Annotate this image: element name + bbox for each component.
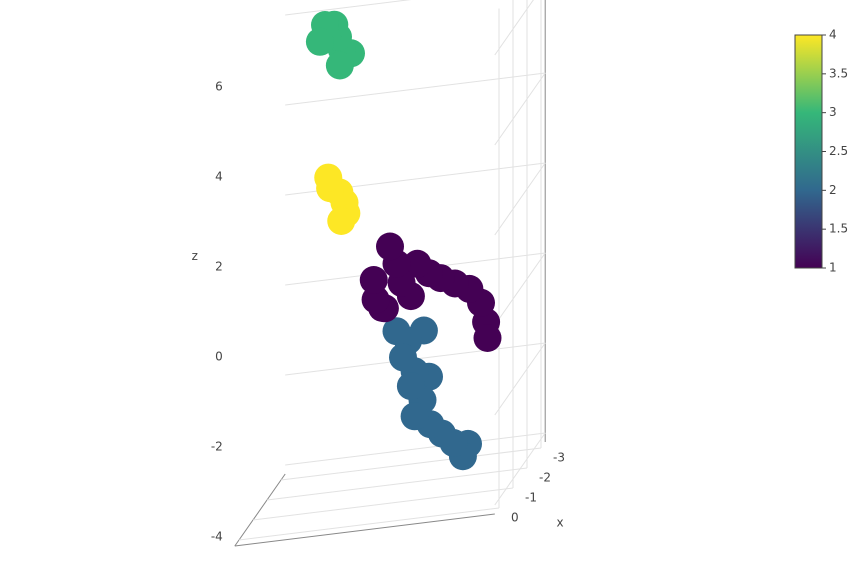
colorbar-tick-label: 1.5 <box>829 222 848 236</box>
marker <box>396 372 425 401</box>
z-tick-label: 0 <box>215 350 223 364</box>
z-tick-label: -4 <box>211 530 223 544</box>
x-tick-label: 0 <box>511 511 519 525</box>
marker <box>400 402 429 431</box>
grid-line <box>494 0 534 56</box>
colorbar-tick-label: 1 <box>829 261 837 275</box>
colorbar-scale <box>794 34 823 269</box>
z-tick-label: -2 <box>211 440 223 454</box>
grid-line <box>494 252 546 326</box>
z-tick-label: 6 <box>215 80 223 94</box>
x-tick-label: -1 <box>525 491 537 505</box>
z-axis-title: z <box>192 249 198 263</box>
z-tick-label: 4 <box>215 170 223 184</box>
grid-line <box>252 487 514 521</box>
grid-line <box>238 507 500 541</box>
axis-edge <box>234 473 286 547</box>
colorbar-tick-label: 2 <box>829 183 837 197</box>
colorbar-tick-label: 2.5 <box>829 144 848 158</box>
z-tick-label: 2 <box>215 260 223 274</box>
grid-line <box>285 72 546 106</box>
x-tick-label: -3 <box>553 451 565 465</box>
markers <box>305 10 502 471</box>
grid-line <box>280 447 542 481</box>
marker <box>376 232 404 261</box>
marker <box>325 51 354 80</box>
colorbar-tick-label: 3 <box>829 105 837 119</box>
grid-line <box>266 467 528 501</box>
marker <box>305 27 334 56</box>
marker <box>389 343 417 372</box>
marker <box>403 249 432 278</box>
marker <box>382 317 411 346</box>
grid-line <box>494 342 546 416</box>
marker <box>327 207 356 235</box>
grid-line <box>285 0 412 16</box>
axis-edge <box>234 513 495 547</box>
colorbar-tick-label: 4 <box>829 28 837 42</box>
marker <box>473 324 502 352</box>
marker <box>359 266 388 294</box>
colorbar-tick-label: 3.5 <box>829 66 848 80</box>
marker <box>314 163 343 192</box>
grid-line <box>285 432 546 466</box>
x-tick-label: -2 <box>539 471 551 485</box>
grid-line <box>494 162 546 236</box>
colorbar: 1 1.5 2 2.5 3 3.5 4 <box>794 28 848 275</box>
grid-line <box>494 72 546 146</box>
x-axis-title: x <box>556 516 563 530</box>
